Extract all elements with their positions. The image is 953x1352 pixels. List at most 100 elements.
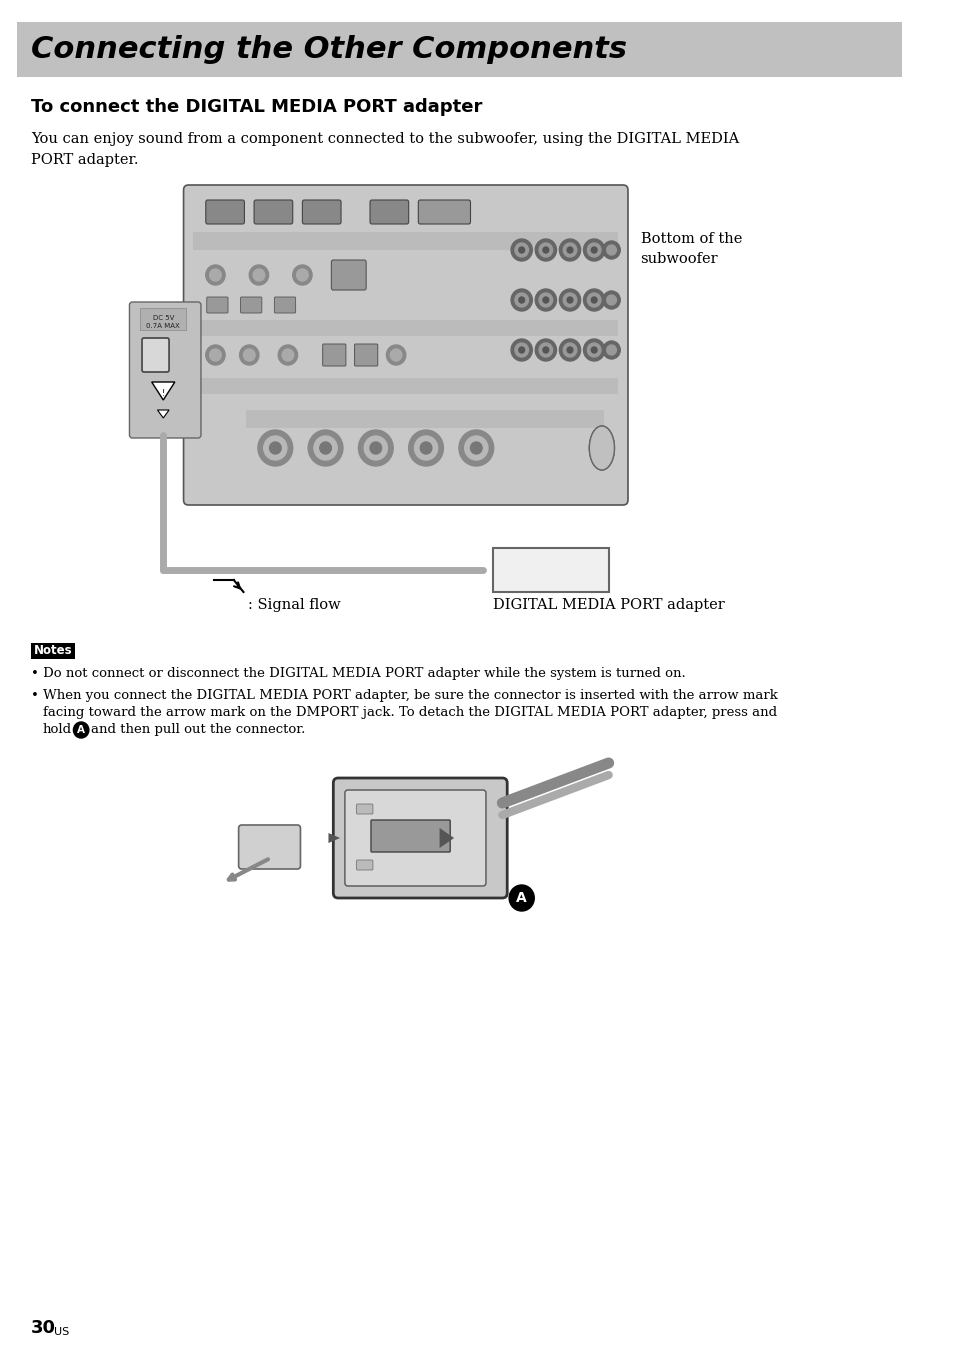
FancyBboxPatch shape — [142, 338, 169, 372]
Circle shape — [511, 239, 532, 261]
Circle shape — [538, 243, 552, 257]
Circle shape — [542, 297, 548, 303]
Text: To connect the DIGITAL MEDIA PORT adapter: To connect the DIGITAL MEDIA PORT adapte… — [30, 97, 482, 116]
Text: and then pull out the connector.: and then pull out the connector. — [91, 723, 305, 735]
Circle shape — [602, 241, 619, 260]
Circle shape — [257, 430, 293, 466]
Circle shape — [270, 442, 281, 454]
Polygon shape — [439, 827, 454, 848]
FancyBboxPatch shape — [417, 200, 470, 224]
FancyBboxPatch shape — [356, 804, 373, 814]
FancyBboxPatch shape — [183, 185, 627, 506]
FancyBboxPatch shape — [345, 790, 485, 886]
Circle shape — [538, 343, 552, 357]
Circle shape — [253, 269, 264, 281]
Circle shape — [558, 289, 580, 311]
Circle shape — [206, 345, 225, 365]
Ellipse shape — [589, 426, 614, 470]
Circle shape — [420, 442, 432, 454]
Circle shape — [206, 265, 225, 285]
Circle shape — [263, 435, 287, 460]
Text: • Do not connect or disconnect the DIGITAL MEDIA PORT adapter while the system i: • Do not connect or disconnect the DIGIT… — [30, 667, 685, 680]
Circle shape — [458, 430, 493, 466]
Text: !: ! — [161, 389, 165, 399]
FancyBboxPatch shape — [207, 297, 228, 314]
Circle shape — [566, 347, 573, 353]
FancyBboxPatch shape — [130, 301, 201, 438]
Circle shape — [535, 289, 556, 311]
FancyBboxPatch shape — [333, 777, 507, 898]
Circle shape — [587, 343, 600, 357]
Text: Notes: Notes — [33, 645, 72, 657]
FancyBboxPatch shape — [240, 297, 261, 314]
Circle shape — [408, 430, 443, 466]
Text: PORT adapter.: PORT adapter. — [30, 153, 138, 168]
Ellipse shape — [589, 426, 614, 470]
Text: You can enjoy sound from a component connected to the subwoofer, using the DIGIT: You can enjoy sound from a component con… — [30, 132, 739, 146]
FancyBboxPatch shape — [331, 260, 366, 289]
FancyBboxPatch shape — [206, 200, 244, 224]
Circle shape — [591, 297, 597, 303]
Text: US: US — [54, 1328, 70, 1337]
Circle shape — [470, 442, 481, 454]
Circle shape — [591, 347, 597, 353]
Circle shape — [414, 435, 437, 460]
FancyBboxPatch shape — [370, 200, 408, 224]
Text: : Signal flow: : Signal flow — [248, 598, 340, 612]
Text: • When you connect the DIGITAL MEDIA PORT adapter, be sure the connector is inse: • When you connect the DIGITAL MEDIA POR… — [30, 690, 777, 702]
Circle shape — [562, 343, 577, 357]
FancyBboxPatch shape — [193, 379, 618, 393]
FancyBboxPatch shape — [322, 343, 346, 366]
Text: facing toward the arrow mark on the DMPORT jack. To detach the DIGITAL MEDIA POR: facing toward the arrow mark on the DMPO… — [43, 706, 776, 719]
Circle shape — [358, 430, 393, 466]
Circle shape — [542, 247, 548, 253]
Circle shape — [583, 239, 604, 261]
Circle shape — [591, 247, 597, 253]
Text: 30: 30 — [30, 1320, 56, 1337]
Circle shape — [390, 349, 401, 361]
Circle shape — [210, 349, 221, 361]
Text: 0.7A MAX: 0.7A MAX — [146, 323, 180, 329]
FancyBboxPatch shape — [246, 410, 603, 429]
Circle shape — [518, 297, 524, 303]
FancyBboxPatch shape — [371, 821, 450, 852]
FancyBboxPatch shape — [30, 644, 75, 658]
Text: A: A — [516, 891, 526, 904]
Circle shape — [562, 293, 577, 307]
Circle shape — [239, 345, 258, 365]
Circle shape — [243, 349, 254, 361]
Circle shape — [515, 293, 528, 307]
Circle shape — [538, 293, 552, 307]
Circle shape — [249, 265, 269, 285]
Circle shape — [364, 435, 387, 460]
Polygon shape — [152, 383, 174, 400]
Circle shape — [587, 293, 600, 307]
Circle shape — [296, 269, 308, 281]
Text: Connecting the Other Components: Connecting the Other Components — [30, 35, 626, 65]
Text: DC 5V: DC 5V — [152, 315, 173, 320]
Circle shape — [606, 295, 616, 306]
FancyBboxPatch shape — [238, 825, 300, 869]
FancyBboxPatch shape — [356, 860, 373, 869]
Circle shape — [370, 442, 381, 454]
FancyBboxPatch shape — [492, 548, 608, 592]
Circle shape — [515, 243, 528, 257]
FancyBboxPatch shape — [274, 297, 295, 314]
Circle shape — [606, 245, 616, 256]
Circle shape — [73, 722, 89, 738]
FancyBboxPatch shape — [355, 343, 377, 366]
Circle shape — [511, 339, 532, 361]
Circle shape — [319, 442, 331, 454]
Circle shape — [558, 239, 580, 261]
Circle shape — [278, 345, 297, 365]
Polygon shape — [157, 410, 169, 418]
FancyBboxPatch shape — [193, 320, 618, 337]
Circle shape — [587, 243, 600, 257]
Circle shape — [293, 265, 312, 285]
FancyBboxPatch shape — [193, 233, 618, 250]
Circle shape — [282, 349, 294, 361]
Circle shape — [602, 341, 619, 360]
Circle shape — [562, 243, 577, 257]
Circle shape — [535, 239, 556, 261]
Circle shape — [583, 339, 604, 361]
